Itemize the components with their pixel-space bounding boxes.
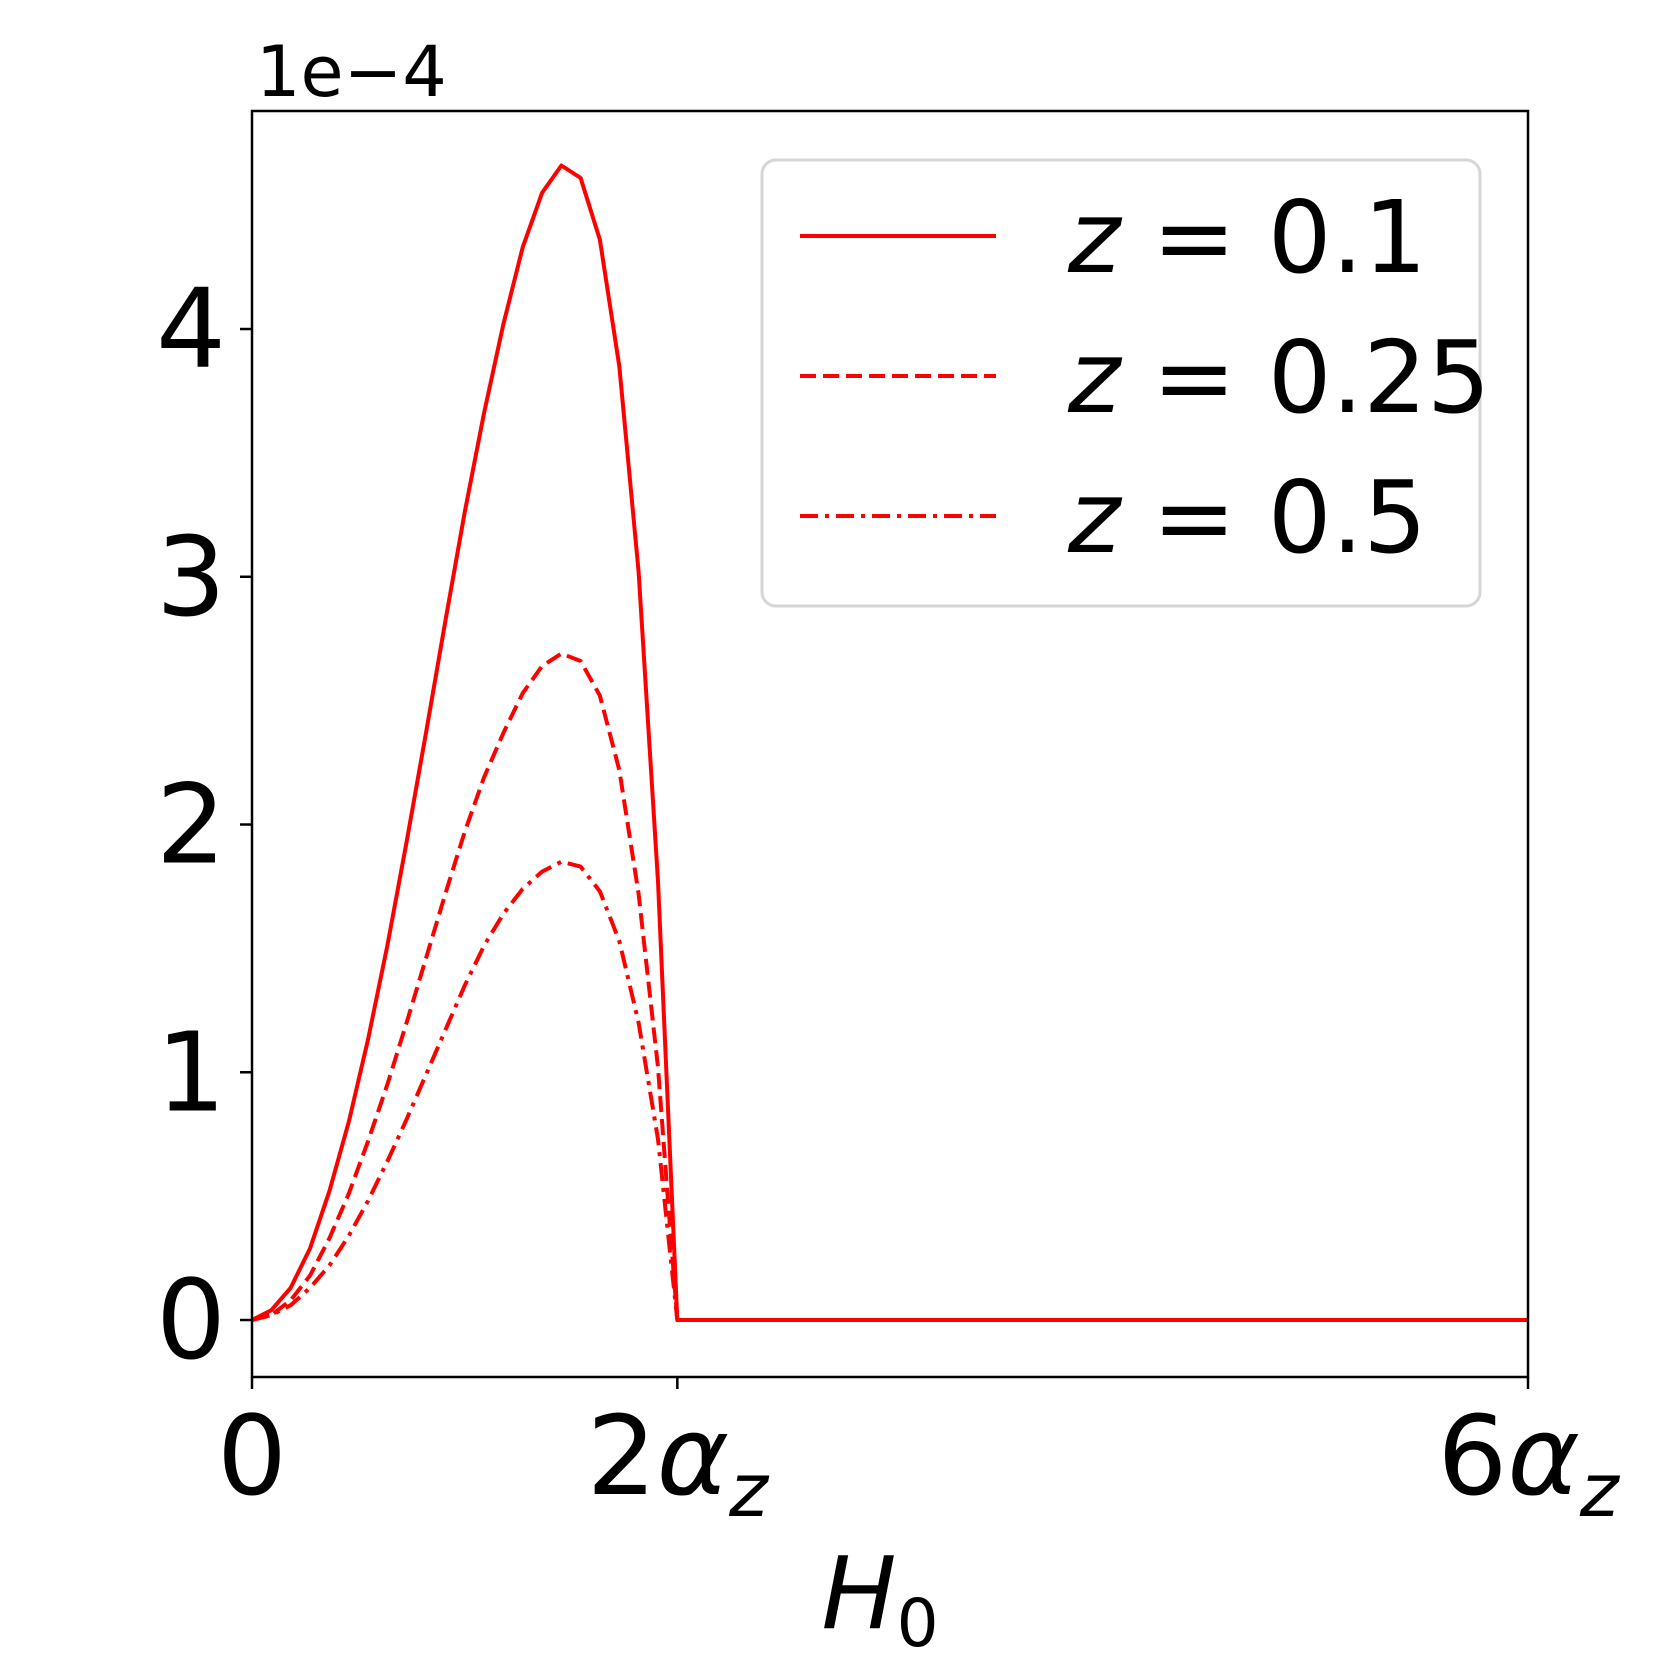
legend-box [760,158,1482,608]
legend-label-3: z = 0.5 [1067,459,1427,576]
ticks-layer: 0 1 2 3 4 0 2αz 6αz [156,265,1621,1534]
legend-entries: z = 0.1 z = 0.25 z = 0.5 [800,179,1491,576]
legend: z = 0.1 z = 0.25 z = 0.5 [760,158,1491,608]
y-tick-label-3: 2 [156,761,226,889]
plot-frame [250,109,1530,1379]
series-line-3 [251,859,1528,1322]
y-tick-label-5: 4 [156,265,226,393]
y-tick-label-2: 1 [156,1008,226,1136]
y-tick-label-4: 3 [156,513,226,641]
series-line-1 [251,163,1528,1322]
legend-label-2: z = 0.25 [1067,319,1491,436]
x-axis-label: H0 [821,1535,938,1662]
x-tick-label-2: 2αz [587,1392,771,1534]
x-tick-label-1: 0 [217,1392,287,1520]
legend-label-1: z = 0.1 [1067,179,1427,296]
x-axis-label-sub: 0 [897,1585,939,1662]
series-line-2 [251,651,1528,1322]
offset-text: 1e−4 [256,31,447,113]
x-tick-label-3: 6αz [1437,1392,1621,1534]
series-layer [251,163,1528,1322]
x-axis-label-main: H [821,1535,896,1652]
y-tick-label-1: 0 [156,1256,226,1384]
